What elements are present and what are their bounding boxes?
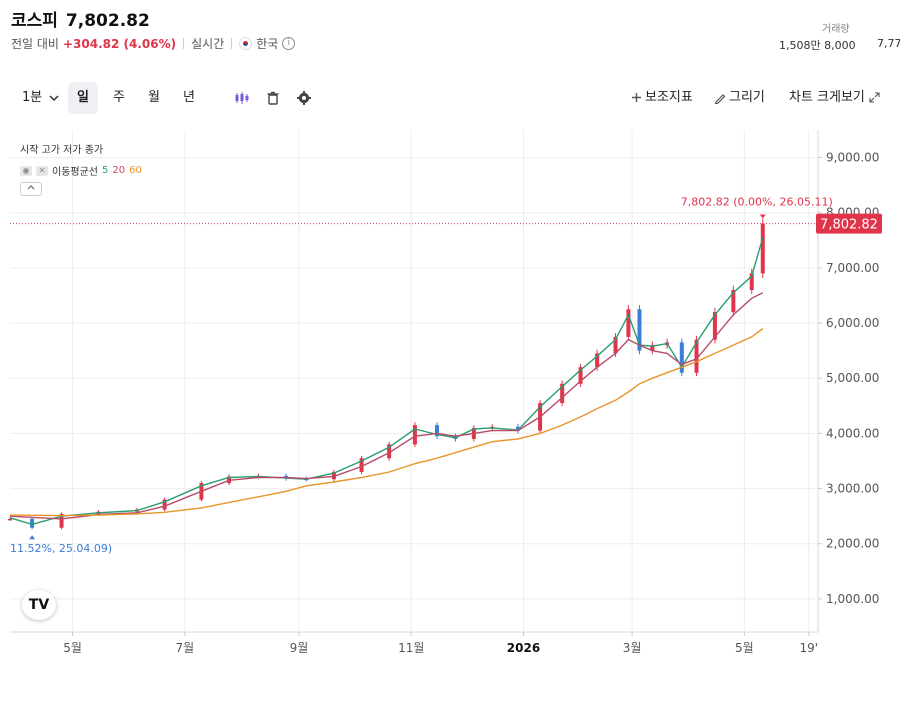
- candle-body: [712, 312, 717, 340]
- legend-collapse-button[interactable]: [20, 182, 42, 196]
- y-tick-label: 5,000.00: [826, 371, 879, 385]
- korea-flag-icon: [239, 37, 253, 50]
- change-prefix: 전일 대비: [11, 37, 59, 51]
- x-tick-label: 5월: [63, 641, 82, 655]
- candle-body: [760, 223, 765, 274]
- ma-20-period: 20: [112, 165, 126, 176]
- fullscreen-button[interactable]: 차트 크게보기: [789, 82, 880, 114]
- trash-icon[interactable]: [265, 90, 281, 106]
- symbol-header: 코스피 7,802.82: [11, 6, 158, 31]
- x-tick-label: 9월: [290, 641, 309, 655]
- candle-body: [331, 472, 336, 480]
- draw-button[interactable]: 그리기: [714, 82, 765, 114]
- candle-body: [8, 518, 12, 521]
- moving-average-legend: ◉ ✕ 이동평균선 5 20 60: [20, 163, 142, 178]
- plus-icon: [632, 93, 641, 102]
- x-tick-label: 19': [800, 641, 819, 655]
- pencil-icon: [714, 93, 726, 104]
- high-annotation: 7,802.82 (0.00%, 26.05.11): [681, 196, 833, 209]
- candle-body: [595, 353, 600, 368]
- y-tick-label: 9,000.00: [826, 151, 879, 165]
- price-change: +304.82 (4.06%): [62, 36, 177, 51]
- volume-value-truncated: 7,77: [877, 37, 900, 50]
- candle-type-icon[interactable]: [234, 90, 250, 106]
- high-marker: [759, 214, 766, 219]
- x-tick-label: 2026: [507, 641, 540, 655]
- candle-body: [412, 425, 417, 445]
- chevron-up-icon: [27, 185, 35, 190]
- ma-line-60: [9, 328, 764, 517]
- tab-month[interactable]: 월: [148, 90, 160, 105]
- indicators-label: 보조지표: [645, 90, 693, 105]
- ma-line-20: [9, 292, 764, 520]
- volume-value: 1,508만 8,000: [779, 39, 856, 52]
- tab-week[interactable]: 주: [113, 90, 125, 105]
- x-tick-label: 7월: [176, 641, 195, 655]
- candle-body: [626, 309, 631, 337]
- expand-icon: [869, 92, 880, 103]
- candle-body: [387, 444, 392, 459]
- symbol-price: 7,802.82: [65, 11, 150, 31]
- symbol-name: 코스피: [11, 11, 58, 31]
- candle-body: [613, 336, 618, 354]
- candle-body: [650, 345, 655, 351]
- interval-dropdown[interactable]: 1분: [22, 82, 59, 114]
- interval-label: 1분: [22, 90, 43, 105]
- candle-body: [679, 342, 684, 373]
- ohlc-legend: 시작 고가 저가 종가: [20, 145, 104, 156]
- candle-body: [637, 309, 642, 351]
- divider: [183, 38, 185, 49]
- tab-year[interactable]: 년: [183, 90, 195, 105]
- candle-body: [515, 426, 520, 431]
- candle-body: [162, 499, 167, 510]
- y-tick-label: 1,000.00: [826, 592, 879, 606]
- x-tick-label: 3월: [623, 641, 642, 655]
- y-tick-label: 2,000.00: [826, 537, 879, 551]
- ma-label: 이동평균선: [52, 167, 98, 178]
- indicators-button[interactable]: 보조지표: [631, 82, 693, 114]
- y-tick-label: 3,000.00: [826, 482, 879, 496]
- divider: [231, 38, 233, 49]
- x-tick-label: 5월: [735, 641, 754, 655]
- candle-body: [435, 425, 440, 437]
- candle-body: [749, 273, 754, 290]
- candle-body: [578, 367, 583, 384]
- y-tick-label: 7,000.00: [826, 261, 879, 275]
- candle-body: [59, 513, 64, 528]
- candle-body: [694, 339, 699, 373]
- volume-label: 거래량: [822, 24, 850, 35]
- eye-icon[interactable]: ◉: [20, 165, 32, 176]
- ma-5-period: 5: [102, 165, 109, 176]
- low-marker: [29, 535, 36, 540]
- candle-body: [560, 383, 565, 404]
- fullscreen-label: 차트 크게보기: [789, 90, 865, 105]
- low-annotation: 11.52%, 25.04.09): [10, 542, 112, 555]
- current-price-tag: [816, 213, 882, 234]
- candle-body: [359, 458, 364, 473]
- x-tick-label: 11월: [398, 641, 424, 655]
- close-icon[interactable]: ✕: [36, 165, 48, 176]
- ma-line-5: [9, 237, 764, 526]
- market-label: 한국: [256, 37, 279, 51]
- current-price-label: 7,802.82: [820, 218, 878, 233]
- chevron-down-icon: [49, 94, 59, 101]
- candle-body: [30, 518, 35, 528]
- realtime-label: 실시간: [191, 37, 225, 51]
- price-change-row: 전일 대비 +304.82 (4.06%) 실시간 한국 i: [11, 35, 296, 52]
- settings-gear-icon[interactable]: [296, 90, 312, 106]
- draw-label: 그리기: [729, 90, 765, 105]
- tab-day[interactable]: 일: [68, 82, 98, 114]
- tradingview-logo[interactable]: TV: [22, 590, 56, 620]
- chart-toolbar: 1분 일 주 월 년 보조지표 그리기 차트 크게보기: [0, 82, 900, 116]
- y-tick-label: 4,000.00: [826, 426, 879, 440]
- info-icon[interactable]: i: [282, 37, 296, 50]
- y-tick-label: 6,000.00: [826, 316, 879, 330]
- ma-60-period: 60: [129, 165, 142, 176]
- candle-body: [731, 289, 736, 313]
